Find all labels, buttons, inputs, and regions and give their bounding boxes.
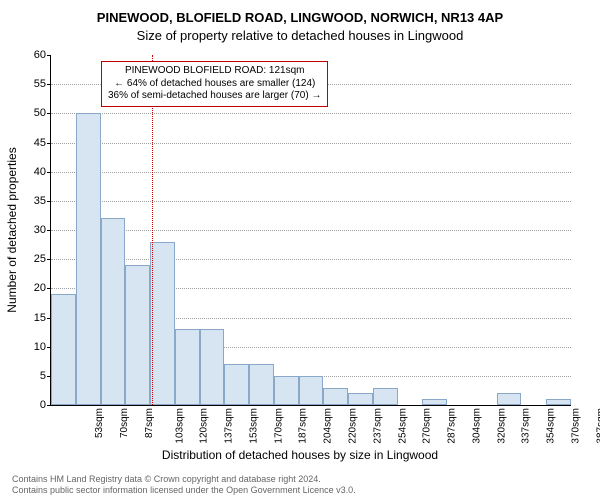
y-tick-label: 50	[24, 107, 46, 119]
y-tick-mark	[47, 84, 51, 85]
x-axis-label: Distribution of detached houses by size …	[0, 448, 600, 462]
y-tick-label: 10	[24, 341, 46, 353]
y-tick-mark	[47, 230, 51, 231]
y-tick-mark	[47, 259, 51, 260]
gridline	[51, 201, 571, 202]
histogram-bar	[101, 218, 126, 405]
histogram-bar	[497, 393, 522, 405]
y-tick-label: 35	[24, 195, 46, 207]
histogram-bar	[323, 388, 348, 406]
y-tick-mark	[47, 201, 51, 202]
x-tick-label: 220sqm	[348, 408, 359, 444]
y-tick-label: 0	[24, 399, 46, 411]
histogram-bar	[546, 399, 571, 405]
histogram-bar	[200, 329, 225, 405]
x-tick-label: 70sqm	[119, 408, 130, 438]
y-tick-label: 45	[24, 137, 46, 149]
histogram-bar	[299, 376, 324, 405]
x-tick-label: 237sqm	[372, 408, 383, 444]
annotation-box: PINEWOOD BLOFIELD ROAD: 121sqm ← 64% of …	[101, 61, 328, 107]
x-tick-label: 370sqm	[570, 408, 581, 444]
gridline	[51, 172, 571, 173]
footer-line1: Contains HM Land Registry data © Crown c…	[12, 474, 356, 485]
x-tick-label: 387sqm	[595, 408, 600, 444]
gridline	[51, 143, 571, 144]
y-tick-mark	[47, 405, 51, 406]
x-tick-label: 254sqm	[397, 408, 408, 444]
annotation-line3: 36% of semi-detached houses are larger (…	[108, 90, 321, 103]
y-tick-label: 60	[24, 49, 46, 61]
x-tick-label: 170sqm	[273, 408, 284, 444]
x-tick-label: 137sqm	[224, 408, 235, 444]
histogram-bar	[175, 329, 200, 405]
x-tick-label: 354sqm	[546, 408, 557, 444]
histogram-bar	[51, 294, 76, 405]
annotation-line1: PINEWOOD BLOFIELD ROAD: 121sqm	[108, 65, 321, 78]
y-tick-label: 5	[24, 370, 46, 382]
y-tick-mark	[47, 288, 51, 289]
x-tick-label: 204sqm	[323, 408, 334, 444]
x-tick-label: 270sqm	[422, 408, 433, 444]
footer-attribution: Contains HM Land Registry data © Crown c…	[12, 474, 356, 496]
histogram-bar	[348, 393, 373, 405]
y-tick-label: 55	[24, 78, 46, 90]
gridline	[51, 259, 571, 260]
y-tick-mark	[47, 143, 51, 144]
gridline	[51, 113, 571, 114]
histogram-bar	[150, 242, 175, 405]
histogram-bar	[274, 376, 299, 405]
chart-title-subtitle: Size of property relative to detached ho…	[0, 28, 600, 43]
y-tick-mark	[47, 55, 51, 56]
histogram-bar	[76, 113, 101, 405]
histogram-bar	[125, 265, 150, 405]
histogram-bar	[249, 364, 274, 405]
x-tick-label: 53sqm	[94, 408, 105, 438]
property-marker-line	[152, 55, 153, 405]
x-tick-label: 120sqm	[199, 408, 210, 444]
x-tick-label: 153sqm	[249, 408, 260, 444]
y-axis-label: Number of detached properties	[5, 147, 19, 312]
y-tick-label: 30	[24, 224, 46, 236]
x-tick-label: 287sqm	[447, 408, 458, 444]
histogram-bar	[373, 388, 398, 406]
x-tick-label: 320sqm	[496, 408, 507, 444]
x-tick-label: 187sqm	[298, 408, 309, 444]
chart-title-address: PINEWOOD, BLOFIELD ROAD, LINGWOOD, NORWI…	[0, 10, 600, 25]
y-tick-mark	[47, 376, 51, 377]
y-tick-mark	[47, 318, 51, 319]
y-tick-mark	[47, 172, 51, 173]
y-tick-label: 40	[24, 166, 46, 178]
histogram-bar	[422, 399, 447, 405]
y-tick-label: 15	[24, 312, 46, 324]
annotation-line2: ← 64% of detached houses are smaller (12…	[108, 78, 321, 91]
y-tick-label: 20	[24, 282, 46, 294]
x-tick-label: 103sqm	[174, 408, 185, 444]
footer-line2: Contains public sector information licen…	[12, 485, 356, 496]
gridline	[51, 230, 571, 231]
y-tick-label: 25	[24, 253, 46, 265]
x-tick-label: 337sqm	[521, 408, 532, 444]
x-tick-label: 87sqm	[144, 408, 155, 438]
y-tick-mark	[47, 113, 51, 114]
plot-area: PINEWOOD BLOFIELD ROAD: 121sqm ← 64% of …	[50, 55, 571, 406]
histogram-bar	[224, 364, 249, 405]
histogram-chart: PINEWOOD, BLOFIELD ROAD, LINGWOOD, NORWI…	[0, 10, 600, 500]
x-tick-label: 304sqm	[471, 408, 482, 444]
y-tick-mark	[47, 347, 51, 348]
